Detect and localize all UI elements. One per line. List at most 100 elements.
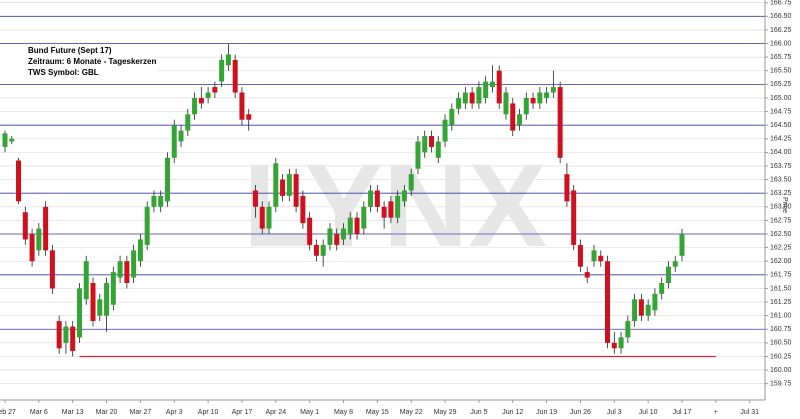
candle-body: [577, 244, 583, 267]
candle-body: [388, 201, 394, 218]
y-tick-label: 162.00: [770, 258, 792, 265]
y-tick-label: 161.50: [770, 285, 792, 292]
candle-body: [550, 87, 556, 93]
candle-body: [544, 92, 550, 98]
candle-body: [266, 206, 272, 229]
candle-body: [327, 228, 333, 245]
candle-body: [70, 326, 76, 352]
candle-body: [212, 87, 218, 93]
candle-body: [571, 190, 577, 245]
x-tick-label: Jul 17: [673, 409, 692, 416]
candle-body: [449, 108, 455, 126]
candle-body: [313, 244, 319, 256]
y-tick-label: 162.25: [770, 244, 792, 251]
y-tick-label: 165.25: [770, 81, 792, 88]
candle-body: [408, 174, 414, 191]
candle-body: [307, 217, 313, 245]
candle-body: [598, 255, 604, 262]
y-tick-label: 163.25: [770, 190, 792, 197]
x-tick-label: Jun 12: [502, 409, 523, 416]
candle-body: [476, 87, 482, 104]
x-tick-label: Apr 3: [166, 409, 183, 416]
candle-body: [246, 114, 252, 120]
candle-body: [273, 163, 279, 207]
y-tick-label: 163.50: [770, 176, 792, 183]
candle-body: [489, 81, 495, 88]
y-axis-title: Price: [781, 197, 788, 213]
candle-body: [605, 261, 611, 343]
candle-body: [178, 130, 184, 142]
candle-body: [232, 59, 238, 93]
x-tick-label: Apr 10: [198, 409, 219, 416]
y-tick-label: 164.00: [770, 149, 792, 156]
candle-body: [205, 92, 211, 98]
candle-body: [374, 190, 380, 207]
candle-body: [537, 92, 543, 104]
y-tick-label: 165.50: [770, 68, 792, 75]
candle-body: [97, 299, 103, 316]
candle-body: [469, 92, 475, 104]
candle-body: [49, 250, 55, 289]
candle-body: [151, 195, 157, 207]
candle-body: [22, 212, 28, 240]
candle-body: [164, 157, 170, 202]
candle-body: [219, 59, 225, 82]
candle-body: [530, 97, 536, 104]
candle-body: [56, 321, 62, 349]
candle-body: [2, 133, 8, 147]
x-tick-label: Mar 13: [62, 409, 84, 416]
candle-body: [381, 206, 387, 218]
candle-body: [192, 97, 198, 115]
candle-body: [510, 103, 516, 131]
candle-body: [320, 244, 326, 256]
x-tick-label: Jun 19: [536, 409, 557, 416]
y-tick-label: 166.75: [770, 0, 792, 7]
info-line: TWS Symbol: GBL: [28, 68, 99, 77]
candle-body: [124, 261, 130, 283]
y-tick-label: 166.25: [770, 27, 792, 34]
y-tick-label: 163.75: [770, 163, 792, 170]
candle-body: [422, 136, 428, 153]
y-tick-label: 159.75: [770, 381, 792, 388]
x-tick-label: Mar 6: [30, 409, 48, 416]
candle-body: [144, 206, 150, 245]
candle-body: [429, 136, 435, 147]
y-tick-label: 163.00: [770, 204, 792, 211]
candle-body: [259, 206, 265, 229]
candle-body: [361, 206, 367, 229]
candle-body: [334, 234, 340, 245]
candle-body: [198, 97, 204, 104]
x-tick-label: Jul 3: [607, 409, 622, 416]
candle-body: [131, 250, 137, 278]
y-tick-label: 166.50: [770, 13, 792, 20]
y-tick-label: 160.50: [770, 340, 792, 347]
candle-body: [341, 228, 346, 240]
candle-body: [252, 190, 258, 207]
candle-body: [286, 174, 292, 196]
y-tick-label: 165.00: [770, 95, 792, 102]
candle-body: [293, 174, 299, 207]
candle-body: [117, 261, 123, 278]
y-tick-label: 162.50: [770, 231, 792, 238]
candle-body: [171, 125, 177, 158]
x-tick-label: Jun 5: [470, 409, 487, 416]
candle-body: [280, 179, 286, 196]
candle-body: [483, 81, 489, 98]
candle-body: [496, 70, 502, 104]
info-line: Zeitraum: 6 Monate - Tageskerzen: [28, 57, 156, 66]
y-tick-label: 160.25: [770, 353, 792, 360]
y-tick-label: 165.75: [770, 54, 792, 61]
candle-body: [137, 239, 143, 262]
candle-body: [523, 97, 529, 115]
candle-body: [239, 92, 245, 120]
candle-body: [564, 174, 570, 202]
candle-body: [29, 234, 35, 262]
candle-body: [76, 288, 82, 338]
x-tick-label: May 15: [366, 409, 389, 416]
y-tick-label: 166.00: [770, 40, 792, 47]
candle-body: [110, 272, 116, 305]
x-tick-label: May 29: [434, 409, 457, 416]
candle-body: [354, 217, 360, 235]
candle-body: [63, 326, 69, 343]
